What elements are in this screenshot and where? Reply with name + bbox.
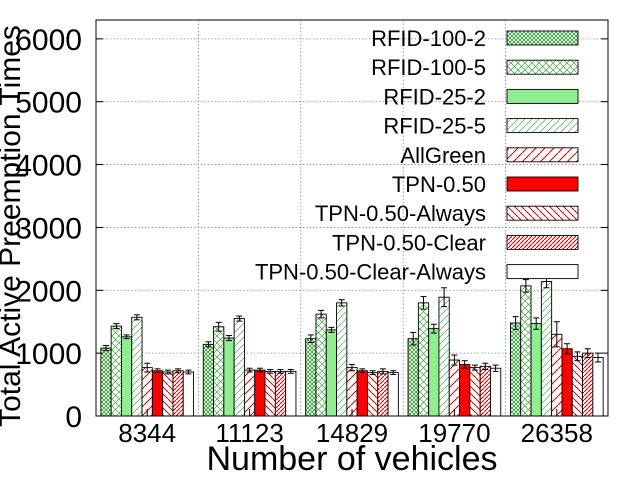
bar bbox=[571, 355, 584, 417]
legend-swatch bbox=[506, 176, 579, 192]
x-tick-label: 26358 bbox=[521, 418, 593, 448]
bar bbox=[325, 329, 338, 417]
legend-swatch bbox=[506, 205, 579, 221]
bar bbox=[520, 285, 532, 417]
bar bbox=[510, 322, 522, 417]
legend-swatch bbox=[506, 30, 579, 46]
bar bbox=[213, 326, 225, 417]
bar bbox=[592, 357, 604, 417]
legend-label: TPN-0.50-Clear-Always bbox=[255, 260, 486, 285]
bars bbox=[100, 281, 604, 417]
bar bbox=[223, 337, 235, 417]
bar bbox=[530, 323, 542, 417]
legend-label: TPN-0.50-Clear bbox=[332, 230, 486, 255]
bar bbox=[417, 302, 430, 417]
bar bbox=[305, 338, 317, 417]
x-tick-label: 19770 bbox=[418, 418, 490, 448]
legend-label: TPN-0.50-Always bbox=[315, 201, 486, 226]
legend-swatch bbox=[506, 264, 579, 280]
bar bbox=[407, 338, 419, 417]
bar bbox=[438, 296, 450, 417]
x-axis-label: Number of vehicles bbox=[206, 440, 497, 478]
y-axis-label: Total Active Preemption Times bbox=[0, 25, 27, 427]
bar bbox=[274, 370, 287, 417]
y-tick-label: 1000 bbox=[15, 338, 82, 371]
bar bbox=[490, 367, 502, 417]
bar bbox=[367, 372, 379, 417]
legend: RFID-100-2 RFID-100-5 RFID-25-2 RFID-25-5 Al… bbox=[255, 26, 579, 285]
legend-label: TPN-0.50 bbox=[392, 172, 486, 197]
bar bbox=[346, 367, 358, 417]
bar bbox=[285, 370, 297, 417]
bar bbox=[202, 343, 215, 417]
bar bbox=[141, 367, 153, 417]
bar bbox=[182, 371, 195, 417]
x-tick-label: 14829 bbox=[316, 418, 388, 448]
bar bbox=[100, 347, 112, 417]
bar bbox=[336, 302, 348, 417]
y-tick-label: 6000 bbox=[15, 24, 82, 57]
bar bbox=[151, 370, 164, 417]
legend-swatch bbox=[506, 59, 579, 75]
y-tick-label: 2000 bbox=[15, 275, 82, 308]
bar bbox=[387, 372, 399, 417]
axis-ticks: 0 1000 2000 3000 4000 5000 6000 8344 11123 14829 1… bbox=[15, 24, 608, 448]
legend-label: AllGreen bbox=[400, 143, 486, 168]
y-tick-label: 3000 bbox=[15, 212, 82, 245]
x-tick-label: 11123 bbox=[215, 418, 283, 448]
bar bbox=[469, 367, 481, 417]
grid-lines bbox=[96, 20, 608, 416]
bar bbox=[377, 370, 389, 417]
bar bbox=[356, 370, 368, 417]
bar bbox=[264, 370, 276, 417]
y-tick-label: 5000 bbox=[15, 87, 82, 120]
error-bars bbox=[103, 274, 601, 376]
y-tick-label: 4000 bbox=[15, 150, 82, 183]
bar bbox=[120, 336, 133, 417]
legend-swatch bbox=[506, 147, 579, 163]
plot-frame bbox=[95, 19, 609, 417]
bar bbox=[428, 328, 440, 417]
legend-swatch bbox=[506, 88, 579, 104]
bar bbox=[172, 370, 184, 417]
legend-label: RFID-25-2 bbox=[383, 84, 486, 109]
y-tick-label: 0 bbox=[65, 401, 82, 434]
bar bbox=[479, 365, 491, 417]
bar bbox=[162, 371, 174, 417]
bar bbox=[254, 369, 266, 417]
bar bbox=[315, 313, 327, 417]
bar bbox=[233, 318, 245, 417]
bar bbox=[131, 316, 143, 417]
legend-label: RFID-25-5 bbox=[383, 114, 486, 139]
x-tick-label: 8344 bbox=[118, 418, 176, 448]
bar bbox=[448, 359, 461, 417]
legend-swatch bbox=[506, 118, 579, 134]
bar bbox=[540, 281, 553, 417]
legend-swatch bbox=[506, 234, 579, 250]
bar bbox=[459, 364, 471, 417]
bar bbox=[110, 325, 122, 417]
bar bbox=[561, 348, 573, 417]
legend-label: RFID-100-5 bbox=[371, 55, 486, 80]
legend-label: RFID-100-2 bbox=[371, 26, 486, 51]
bar bbox=[582, 352, 594, 417]
